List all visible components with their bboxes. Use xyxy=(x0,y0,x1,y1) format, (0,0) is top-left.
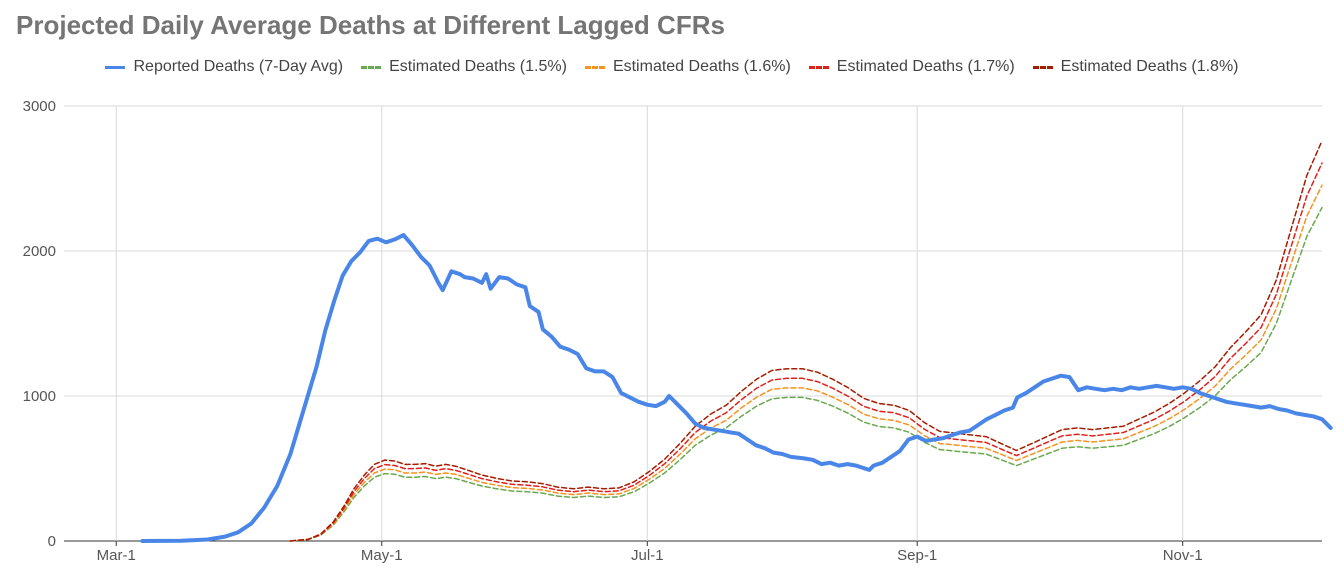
legend-swatch-1-6 xyxy=(584,65,605,69)
legend-label-1-5: Estimated Deaths (1.5%) xyxy=(389,58,567,75)
x-tick-label: Sep-1 xyxy=(897,547,937,564)
x-tick-label: Nov-1 xyxy=(1163,547,1203,564)
legend-swatch-1-7 xyxy=(808,65,829,69)
series-line-1-7 xyxy=(289,162,1323,542)
legend-swatch-1-8 xyxy=(1032,65,1053,69)
x-tick-label: Mar-1 xyxy=(97,547,136,564)
series-line-1-5 xyxy=(289,206,1323,542)
legend-swatch-reported xyxy=(105,65,126,69)
legend-label-1-7: Estimated Deaths (1.7%) xyxy=(836,58,1015,75)
y-tick-label: 2000 xyxy=(23,243,56,260)
x-tick-label: Jul-1 xyxy=(631,547,664,564)
series-line-1-8 xyxy=(289,140,1323,542)
series-line-reported xyxy=(140,233,1333,543)
legend-item-reported[interactable]: Reported Deaths (7-Day Avg) xyxy=(105,58,343,76)
legend-label-1-8: Estimated Deaths (1.8%) xyxy=(1060,58,1239,75)
series-line-1-6 xyxy=(289,184,1323,542)
y-tick-label: 1000 xyxy=(23,388,56,405)
y-tick-label: 0 xyxy=(48,533,56,550)
legend-item-1-7[interactable]: Estimated Deaths (1.7%) xyxy=(808,58,1015,76)
chart-legend: Reported Deaths (7-Day Avg) Estimated De… xyxy=(0,58,1344,76)
legend-label-reported: Reported Deaths (7-Day Avg) xyxy=(133,58,344,75)
x-tick-label: May-1 xyxy=(361,547,403,564)
chart-title: Projected Daily Average Deaths at Differ… xyxy=(16,10,725,40)
legend-label-1-6: Estimated Deaths (1.6%) xyxy=(612,58,791,75)
y-tick-label: 3000 xyxy=(23,98,56,115)
legend-item-1-8[interactable]: Estimated Deaths (1.8%) xyxy=(1032,58,1239,76)
legend-swatch-1-5 xyxy=(361,65,382,69)
legend-item-1-6[interactable]: Estimated Deaths (1.6%) xyxy=(584,58,791,76)
legend-item-1-5[interactable]: Estimated Deaths (1.5%) xyxy=(361,58,567,76)
